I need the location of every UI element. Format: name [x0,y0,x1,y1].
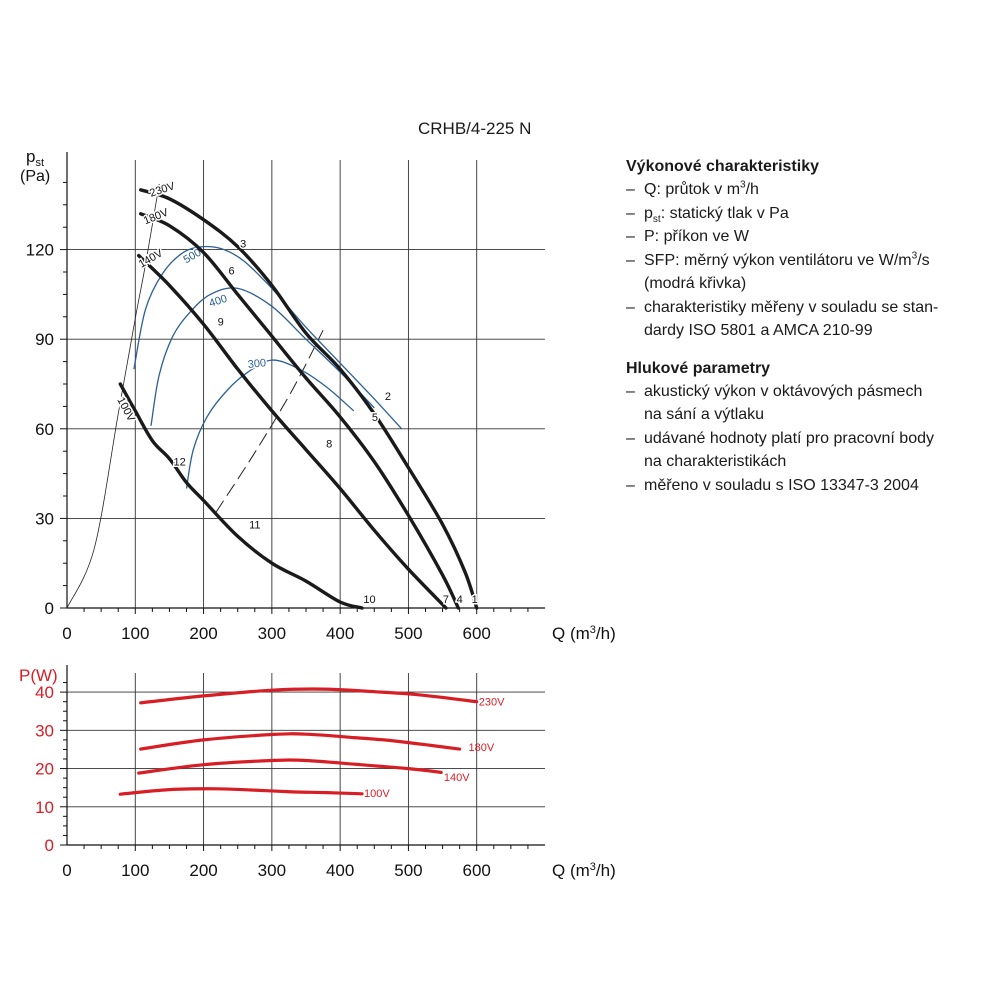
sfp-curve-400 [150,287,375,426]
x-tick-label: 500 [394,624,422,643]
power-curve-230V [139,687,479,705]
power-series-label: 180V [469,742,495,754]
power-series-label: 230V [479,696,505,708]
x-tick-label: 500 [394,861,422,880]
performance-list: Q: průtok v m3/hpst: statický tlak v PaP… [626,178,996,343]
y-tick-label: 120 [26,241,54,260]
sfp-curve-500 [133,245,403,430]
system-curve [66,183,160,609]
noise-item: akustický výkon v oktávových pásmech [626,380,996,404]
operating-point-label: 12 [174,457,186,469]
operating-point-label: 4 [457,594,463,606]
y-tick-label: 60 [35,420,54,439]
y-tick-label: 40 [35,683,54,702]
performance-item: (modrá křivka) [644,275,747,292]
x-tick-label: 0 [62,861,71,880]
fan-curve-180V [139,212,460,610]
noise-item: měřeno v souladu s ISO 13347-3 2004 [626,474,996,498]
x-tick-label: 400 [326,624,354,643]
operating-point-label: 2 [385,391,391,403]
operating-point-label: 6 [229,266,235,278]
legend-panel: Výkonové charakteristiky Q: průtok v m3/… [626,155,996,497]
y-tick-label: 0 [45,836,54,855]
operating-point-label: 7 [443,594,449,606]
operating-point-label: 9 [218,316,224,328]
x-axis-label: Q (m3/h) [552,624,616,643]
power-curve-180V [139,732,462,751]
fan-curve-100V [118,382,364,610]
y-tick-label: 30 [35,509,54,528]
power-chart: 0 100 200 300 400 500 600 0 10 20 30 40 Q (m3/h) P(W)… [19,665,616,880]
fan-curve-230V [139,188,479,610]
y-tick-label: 90 [35,330,54,349]
y-tick-label: 30 [35,721,54,740]
operating-point-label: 10 [363,594,375,606]
operating-point-label: 3 [240,239,246,251]
noise-item: na sání a výtlaku [644,406,765,423]
x-tick-label: 300 [258,861,286,880]
performance-item: charakteristiky měřeny v souladu se stan… [626,296,996,320]
operating-point-label: 8 [326,439,332,451]
operating-point-label: 5 [372,412,378,424]
noise-list: akustický výkon v oktávových pásmech na s… [626,380,996,498]
y-axis-unit: (Pa) [20,168,50,185]
x-tick-label: 200 [189,624,217,643]
performance-item: SFP: měrný výkon ventilátoru ve W/m3/s [626,249,996,273]
performance-heading: Výkonové charakteristiky [626,158,819,175]
dashed-line [215,329,324,513]
model-title: CRHB/4-225 N [418,119,532,138]
sfp-curve-300 [185,359,355,489]
performance-item: P: příkon ve W [626,225,996,249]
power-series-label: 100V [364,788,390,800]
fan-curve-140V [137,253,448,610]
x-tick-label: 400 [326,861,354,880]
x-tick-label: 300 [258,624,286,643]
performance-item: pst: statický tlak v Pa [626,202,996,226]
x-tick-label: 200 [189,861,217,880]
noise-heading: Hlukové parametry [626,359,771,377]
x-tick-label: 600 [463,624,491,643]
grid [67,160,545,608]
grid [67,673,545,845]
x-tick-label: 100 [121,624,149,643]
operating-point-label: 1 [472,594,478,606]
noise-item: udávané hodnoty platí pro pracovní body [626,427,996,451]
operating-point-label: 11 [249,519,260,531]
y-tick-label: 20 [35,760,54,779]
performance-item: dardy ISO 5801 a AMCA 210-99 [644,322,873,339]
sfp-label: 300 [247,357,267,371]
performance-item: Q: průtok v m3/h [626,178,996,202]
y-axis-label: P(W) [19,666,58,685]
y-tick-label: 10 [35,798,54,817]
x-tick-label: 100 [121,861,149,880]
power-curve-140V [137,758,443,775]
sfp-label: 400 [208,293,229,310]
pressure-chart: 0 100 200 300 400 500 600 0 30 60 90 120 Q (m3/h) pst… [20,147,616,643]
y-tick-label: 0 [45,599,54,618]
power-series-label: 140V [444,772,470,784]
x-axis-label: Q (m3/h) [552,861,616,880]
power-curve-100V [118,787,364,796]
y-axis-label: pst [26,147,44,169]
x-tick-label: 600 [463,861,491,880]
noise-item: na charakteristikách [644,453,787,470]
x-tick-label: 0 [62,624,71,643]
